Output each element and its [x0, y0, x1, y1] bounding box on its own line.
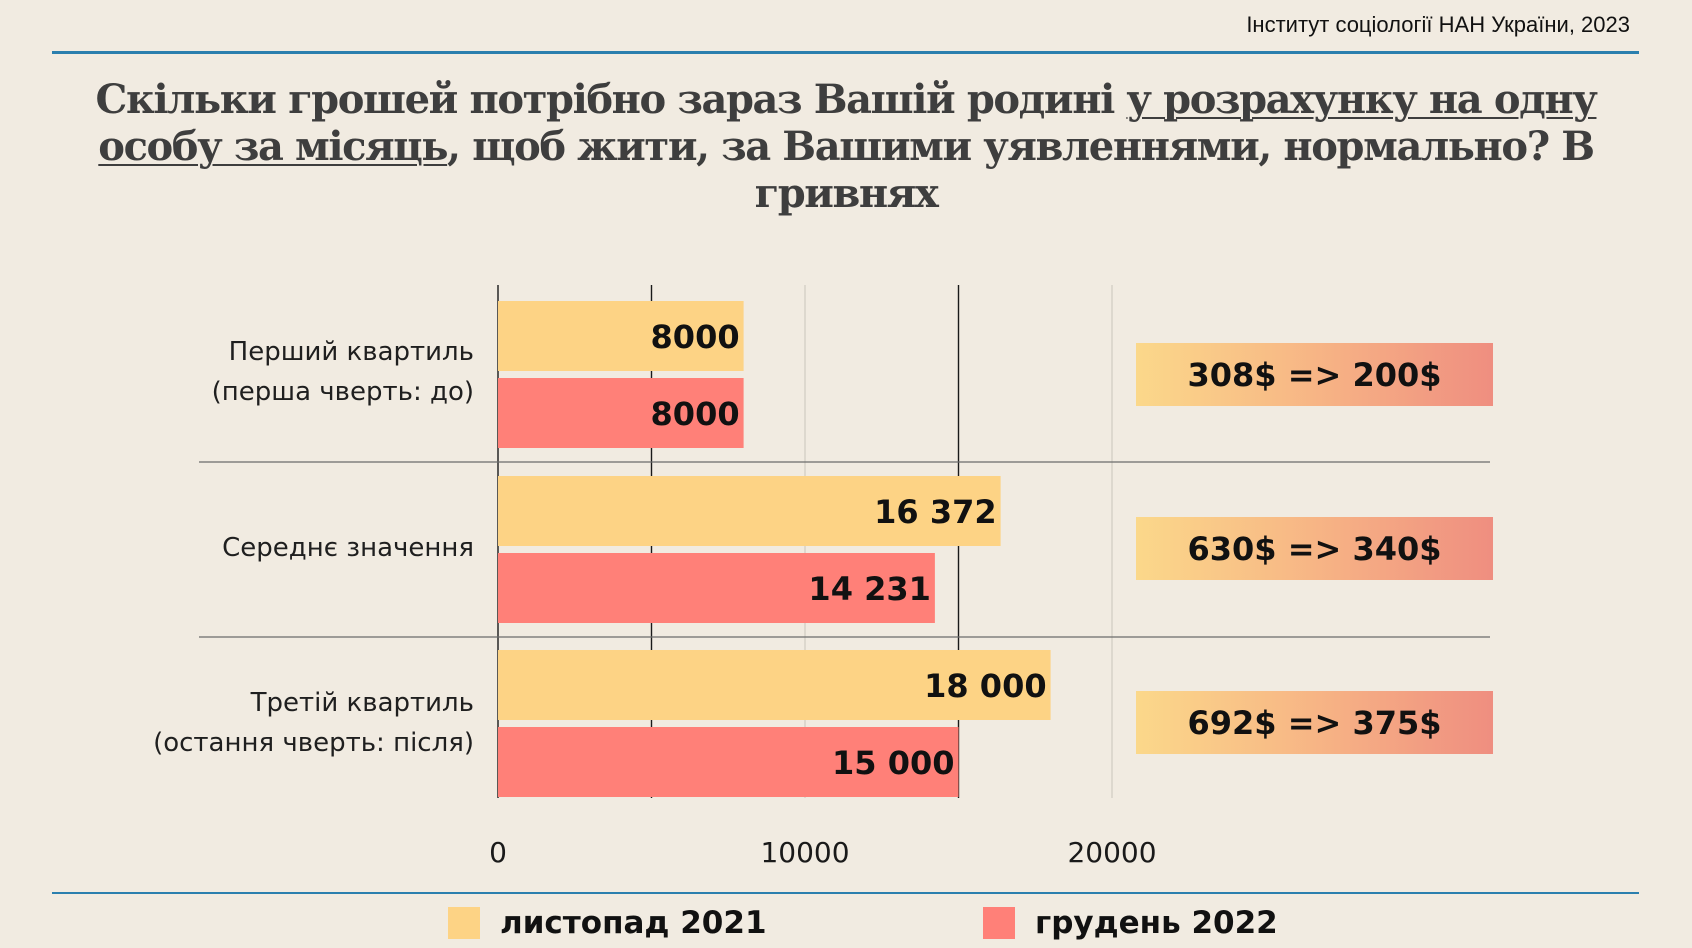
row-label-mean: Середнє значення: [120, 528, 474, 568]
legend-item-nov-2021: листопад 2021: [448, 905, 767, 941]
legend-swatch-nov-2021: [448, 907, 480, 939]
title-part-1: Скільки грошей потрібно зараз Вашій роди…: [95, 76, 1127, 123]
bar-nov-2021: [498, 301, 744, 371]
usd-conversion-text: 308$ => 200$: [1187, 355, 1442, 394]
usd-conversion-mean: 630$ => 340$: [1136, 517, 1493, 580]
bar-chart: 8000 16 372 18 000 8000 14 231 15 000 0 10000 20…: [199, 285, 1490, 869]
title-underlined: у розрахунку на одну особу за місяць: [98, 76, 1598, 170]
usd-conversion-first-quartile: 308$ => 200$: [1136, 343, 1493, 406]
row-label-first-quartile: Перший квартиль (перша чверть: до): [120, 332, 474, 412]
chart-title: Скільки грошей потрібно зараз Вашій роди…: [80, 76, 1612, 217]
bar-nov-2021: [498, 650, 1051, 720]
bar-nov-2021: [498, 476, 1001, 546]
bar-value-label: 8000: [651, 395, 740, 433]
row-label-line-2: (перша чверть: до): [211, 377, 474, 407]
row-label-line-1: Перший квартиль: [228, 337, 474, 367]
bar-value-label: 16 372: [874, 493, 996, 531]
usd-conversion-text: 692$ => 375$: [1187, 703, 1442, 742]
row-label-third-quartile: Третій квартиль (остання чверть: після): [120, 683, 474, 763]
row-label-line-1: Середнє значення: [222, 533, 474, 563]
title-part-2: , щоб жити, за Вашими уявленнями, нормал…: [447, 123, 1595, 217]
legend-label: листопад 2021: [500, 905, 767, 941]
bottom-rule: [52, 892, 1639, 894]
top-rule: [52, 51, 1639, 54]
usd-conversion-third-quartile: 692$ => 375$: [1136, 691, 1493, 754]
x-tick-label: 20000: [1067, 836, 1156, 869]
x-tick-label: 10000: [760, 836, 849, 869]
bar-value-label: 8000: [651, 318, 740, 356]
bar-value-label: 14 231: [808, 570, 930, 608]
x-tick-label: 0: [489, 836, 507, 869]
bar-value-label: 15 000: [832, 744, 954, 782]
legend-label: грудень 2022: [1035, 905, 1278, 941]
usd-conversion-text: 630$ => 340$: [1187, 529, 1442, 568]
bar-dec-2022: [498, 553, 935, 623]
row-label-line-2: (остання чверть: після): [153, 728, 474, 758]
bar-dec-2022: [498, 727, 959, 797]
bar-dec-2022: [498, 378, 744, 448]
row-label-line-1: Третій квартиль: [250, 688, 474, 718]
legend-swatch-dec-2022: [983, 907, 1015, 939]
bar-value-label: 18 000: [924, 667, 1046, 705]
legend-item-dec-2022: грудень 2022: [983, 905, 1278, 941]
source-note: Інститут соціології НАН України, 2023: [1246, 12, 1630, 37]
